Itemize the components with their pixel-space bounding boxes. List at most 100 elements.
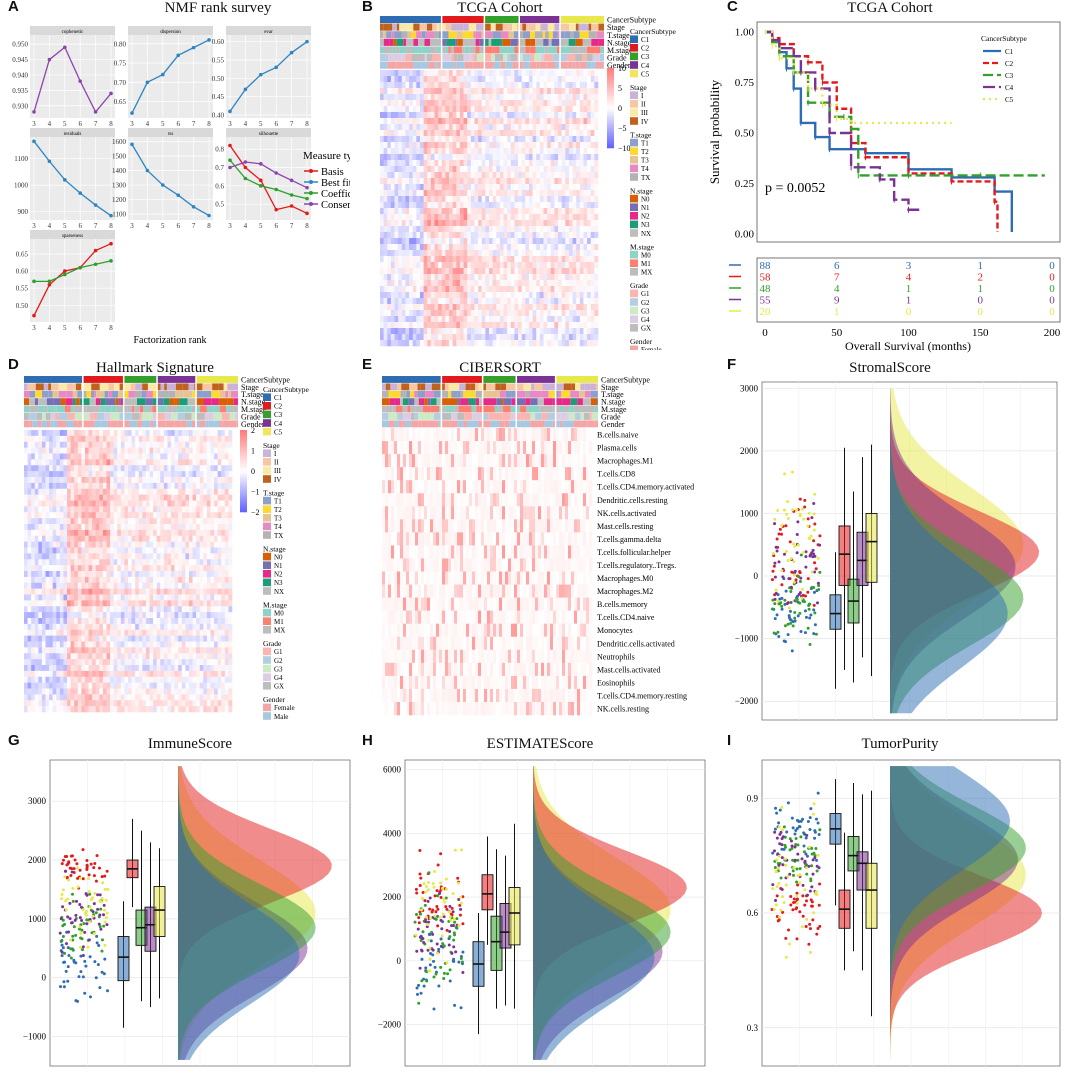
heat-cell bbox=[532, 202, 537, 209]
heat-cell bbox=[579, 250, 584, 257]
heat-cell bbox=[590, 268, 595, 275]
heat-cell bbox=[547, 88, 552, 95]
heat-cell bbox=[110, 535, 114, 542]
heat-cell bbox=[434, 106, 439, 113]
heat-cell bbox=[394, 106, 399, 113]
heat-cell bbox=[492, 286, 497, 293]
heat-cell bbox=[106, 518, 111, 525]
annot-cell bbox=[510, 38, 518, 46]
heat-cell bbox=[185, 500, 190, 507]
heat-cell bbox=[514, 226, 519, 233]
heat-cell bbox=[171, 524, 175, 531]
heat-cell bbox=[510, 220, 515, 227]
heat-cell bbox=[41, 488, 46, 495]
annot-cell bbox=[554, 23, 560, 31]
heat-cell bbox=[470, 274, 475, 281]
heat-cell bbox=[441, 274, 446, 281]
heat-cell bbox=[554, 340, 559, 347]
legend-item-label: Female bbox=[641, 346, 662, 350]
heat-cell bbox=[496, 118, 501, 125]
heat-cell bbox=[412, 106, 417, 113]
annot-cell bbox=[212, 383, 219, 391]
heat-cell bbox=[525, 268, 530, 275]
heat-cell bbox=[160, 488, 165, 495]
heat-cell bbox=[503, 334, 508, 341]
heat-cell bbox=[423, 196, 428, 203]
heat-cell bbox=[217, 453, 222, 460]
heat-cell bbox=[160, 506, 165, 513]
heat-cell bbox=[572, 250, 577, 257]
heat-cell bbox=[528, 136, 533, 143]
heat-cell bbox=[456, 88, 461, 95]
heat-cell bbox=[192, 506, 197, 513]
heat-cell bbox=[423, 124, 428, 131]
heat-cell bbox=[583, 340, 588, 347]
heat-cell bbox=[92, 453, 97, 460]
heat-cell bbox=[514, 244, 519, 251]
legend-group-title: CancerSubtype bbox=[630, 27, 676, 36]
heat-cell bbox=[572, 82, 577, 89]
heat-cell bbox=[521, 298, 526, 305]
heat-cell bbox=[70, 477, 75, 484]
heat-cell bbox=[594, 280, 599, 287]
heat-cell bbox=[474, 250, 479, 257]
heat-cell bbox=[514, 280, 519, 287]
heat-cell bbox=[228, 459, 233, 466]
risk-count: 0 bbox=[1049, 272, 1055, 284]
heat-cell bbox=[383, 172, 388, 179]
heat-cell bbox=[558, 286, 562, 293]
heat-cell bbox=[583, 334, 588, 341]
heat-cell bbox=[492, 154, 497, 161]
colorscale-step bbox=[607, 78, 614, 81]
annot-cell bbox=[184, 413, 192, 420]
heat-cell bbox=[449, 160, 453, 167]
heat-cell bbox=[188, 488, 193, 495]
heat-cell bbox=[594, 118, 599, 125]
heat-cell bbox=[587, 208, 592, 215]
heat-cell bbox=[383, 190, 388, 197]
heat-cell bbox=[416, 190, 421, 197]
heat-cell bbox=[503, 160, 508, 167]
annot-cell bbox=[446, 38, 456, 46]
heat-cell bbox=[419, 196, 424, 203]
heat-cell bbox=[576, 76, 581, 83]
heat-cell bbox=[583, 196, 588, 203]
heat-cell bbox=[452, 160, 457, 167]
heat-cell bbox=[543, 76, 548, 83]
annot-cell bbox=[88, 413, 91, 420]
heat-cell bbox=[192, 529, 197, 537]
heat-cell bbox=[485, 232, 490, 239]
heat-cell bbox=[525, 178, 530, 185]
heat-cell bbox=[427, 286, 432, 293]
heat-cell bbox=[380, 172, 384, 179]
legend-swatch bbox=[630, 100, 638, 108]
heat-cell bbox=[485, 310, 490, 317]
heat-cell bbox=[138, 541, 143, 548]
heat-cell bbox=[449, 286, 453, 293]
heat-cell bbox=[117, 535, 122, 542]
heat-cell bbox=[387, 178, 392, 185]
heat-cell bbox=[503, 274, 508, 281]
heat-cell bbox=[131, 506, 136, 513]
heat-cell bbox=[49, 471, 53, 478]
heat-cell bbox=[423, 322, 428, 329]
series-point bbox=[228, 165, 232, 170]
heat-cell bbox=[518, 232, 522, 239]
heat-cell bbox=[102, 506, 107, 513]
annot-cell bbox=[135, 383, 143, 391]
heat-cell bbox=[434, 148, 439, 155]
heat-cell bbox=[84, 441, 89, 448]
annot-cell bbox=[426, 54, 432, 62]
legend-swatch bbox=[630, 259, 638, 267]
heat-cell bbox=[423, 328, 428, 335]
heat-cell bbox=[565, 76, 570, 83]
heat-cell bbox=[452, 94, 457, 101]
heat-cell bbox=[383, 238, 388, 245]
heat-cell bbox=[52, 482, 57, 490]
heat-cell bbox=[489, 334, 493, 341]
heat-cell bbox=[576, 172, 581, 179]
heat-cell bbox=[543, 178, 548, 185]
heat-cell bbox=[561, 70, 566, 77]
heat-cell bbox=[52, 465, 57, 472]
